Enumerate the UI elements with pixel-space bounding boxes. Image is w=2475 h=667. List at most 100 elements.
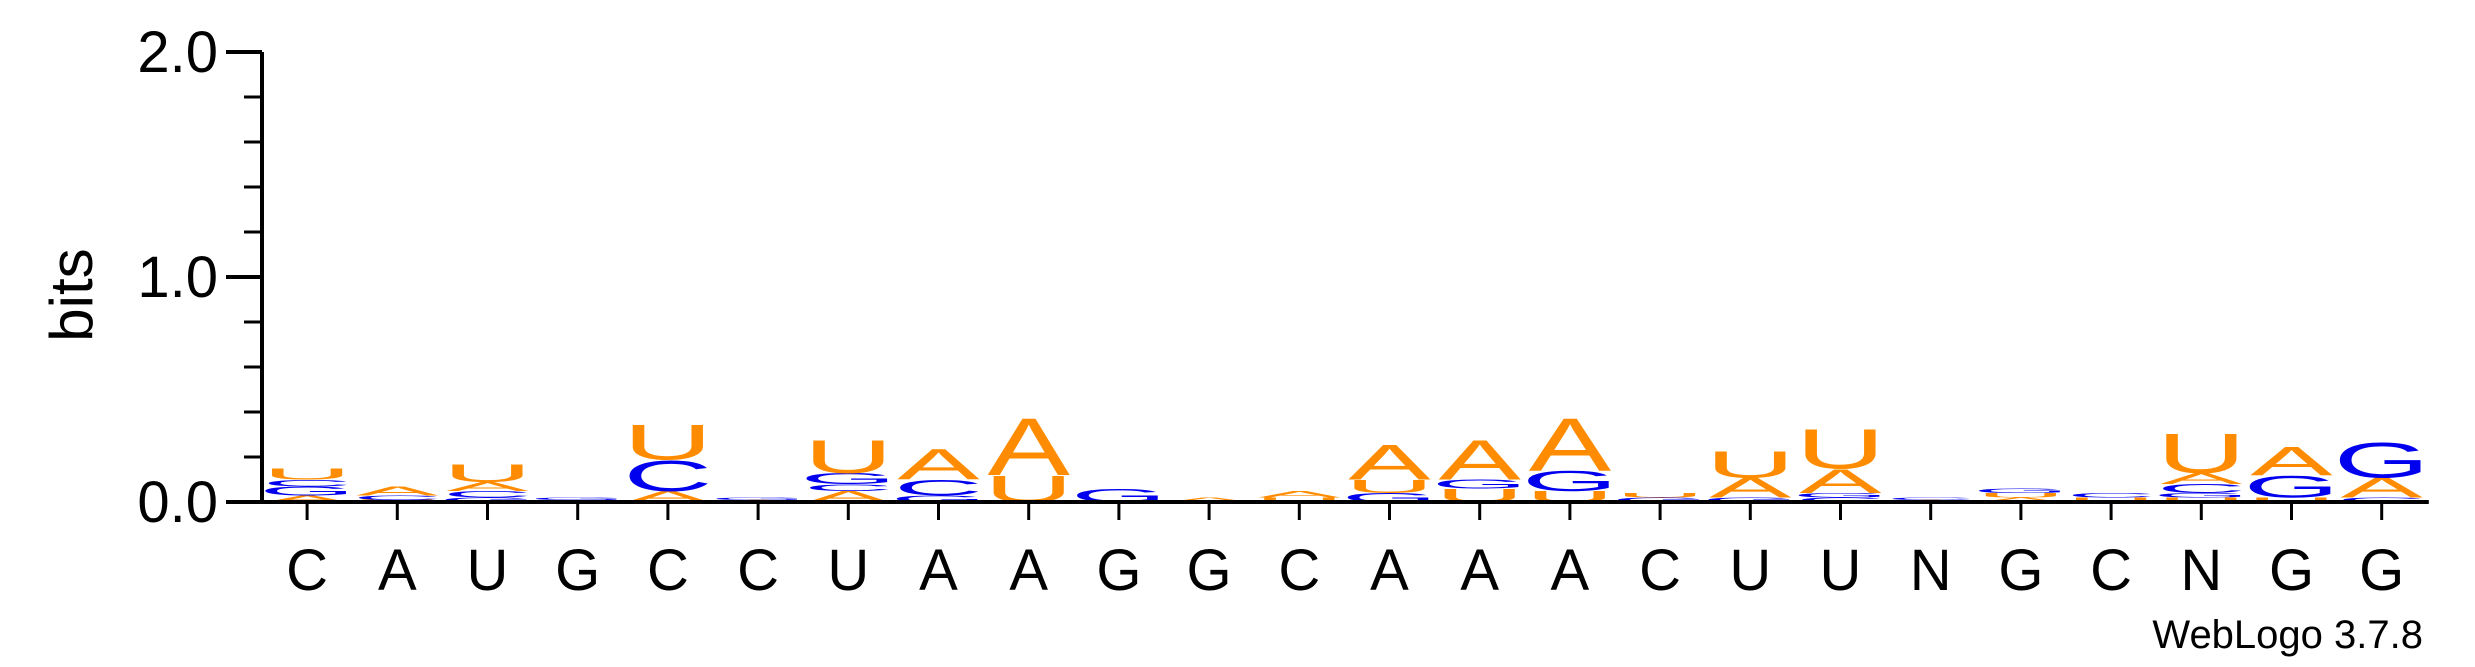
glyph-U: U (1706, 443, 1795, 485)
x-tick-label: G (2269, 538, 2314, 603)
glyph-A: A (1529, 402, 1612, 487)
glyph-U: U (443, 459, 532, 487)
x-tick-label: A (378, 538, 417, 603)
glyph-stack: GAU (1702, 443, 1798, 503)
glyph-stack: ACU (623, 414, 712, 505)
y-tick-label: 1.0 (137, 245, 218, 310)
weblogo-version-label: WebLogo 3.7.8 (2152, 613, 2423, 657)
glyph-U: U (1796, 418, 1885, 481)
glyph-stack: UC (2066, 492, 2155, 504)
glyph-stack: UA (1255, 489, 1344, 503)
glyph-A: A (897, 440, 980, 489)
glyph-A: A (987, 402, 1070, 493)
glyph-G: G (2153, 492, 2249, 499)
glyph-G: G (890, 493, 986, 504)
x-tick-label: G (1998, 538, 2043, 603)
axes: 0.01.02.0C A U G C C U A A G G C A A A C U U N G C N G G (137, 20, 2429, 603)
glyph-U: U (2066, 496, 2155, 503)
glyph-G: G (710, 497, 806, 501)
x-tick-label: N (2180, 538, 2222, 603)
glyph-stack: UGA (1522, 402, 1618, 505)
x-tick-label: C (647, 538, 689, 603)
glyph-G: G (800, 470, 896, 488)
glyph-G: G (259, 484, 355, 498)
glyph-A: A (1348, 434, 1431, 490)
glyph-G: G (2243, 469, 2339, 504)
glyph-A: A (2250, 439, 2333, 484)
glyph-G: G (1432, 477, 1528, 491)
x-tick-label: A (919, 538, 958, 603)
x-tick-label: A (1370, 538, 1409, 603)
glyph-stack: GUA (1341, 434, 1437, 505)
glyph-stack: UA (984, 402, 1073, 511)
glyph-A: A (1709, 472, 1792, 504)
glyph-A: A (446, 479, 529, 493)
glyph-A: A (2160, 470, 2243, 488)
glyph-A: A (1980, 496, 2063, 503)
glyph-U: U (2157, 496, 2246, 503)
glyph-stacks: AGCUUCAGCAUCGACUAGACGUGCAUAGAUAGUAUGAUGA… (259, 402, 2430, 511)
glyph-G: G (1612, 496, 1708, 503)
x-tick-label: A (1460, 538, 1499, 603)
glyph-C: C (804, 482, 893, 493)
glyph-U: U (262, 465, 351, 483)
glyph-stack: UGA (2243, 439, 2339, 505)
glyph-C: C (443, 489, 532, 500)
x-tick-label: U (1820, 538, 1862, 603)
glyph-stack: UGA (1432, 429, 1528, 506)
glyph-U: U (2247, 496, 2336, 503)
glyph-A: A (266, 493, 349, 504)
glyph-C: C (1796, 496, 1885, 503)
glyph-G: G (439, 496, 535, 503)
glyph-A: A (1168, 496, 1251, 503)
glyph-U: U (1615, 492, 1704, 499)
x-tick-label: A (1551, 538, 1590, 603)
glyph-C: C (262, 478, 351, 489)
x-tick-label: G (555, 538, 600, 603)
glyph-C: C (1886, 497, 1975, 501)
glyph-A: A (356, 484, 439, 498)
glyph-U: U (1345, 476, 1434, 497)
glyph-G: G (530, 497, 626, 501)
glyph-U: U (804, 430, 893, 483)
glyph-U: U (2157, 422, 2246, 485)
glyph-G: G (1792, 492, 1888, 499)
glyph-U: U (1255, 496, 1344, 503)
glyph-stack: UCA (353, 484, 442, 503)
x-tick-label: U (827, 538, 869, 603)
x-tick-label: C (1639, 538, 1681, 603)
glyph-A: A (1439, 429, 1521, 492)
y-axis-label: bits (38, 248, 105, 341)
glyph-C: C (2337, 496, 2426, 503)
glyph-stack: A (1168, 496, 1251, 503)
glyph-C: C (353, 494, 442, 501)
glyph-C: C (2066, 492, 2155, 499)
glyph-U: U (623, 414, 712, 470)
glyph-A: A (1799, 462, 1882, 500)
glyph-G: G (1973, 487, 2069, 494)
glyph-A: A (2341, 472, 2424, 504)
glyph-stack: GU (1612, 492, 1708, 504)
x-tick-label: G (1187, 538, 1232, 603)
x-tick-label: G (2359, 538, 2404, 603)
x-tick-label: U (467, 538, 509, 603)
x-tick-label: U (1729, 538, 1771, 603)
glyph-A: A (1258, 489, 1341, 500)
glyph-G: G (1522, 465, 1618, 497)
x-tick-label: A (1009, 538, 1048, 603)
glyph-G: G (2334, 432, 2430, 488)
x-tick-label: C (737, 538, 779, 603)
glyph-C: C (2157, 482, 2246, 496)
y-tick-label: 2.0 (137, 20, 218, 85)
x-tick-label: C (1278, 538, 1320, 603)
glyph-stack: GCA (890, 440, 986, 504)
glyph-G: G (1702, 496, 1798, 503)
glyph-C: C (894, 475, 983, 500)
x-tick-label: C (2090, 538, 2132, 603)
x-tick-label: G (1096, 538, 1141, 603)
